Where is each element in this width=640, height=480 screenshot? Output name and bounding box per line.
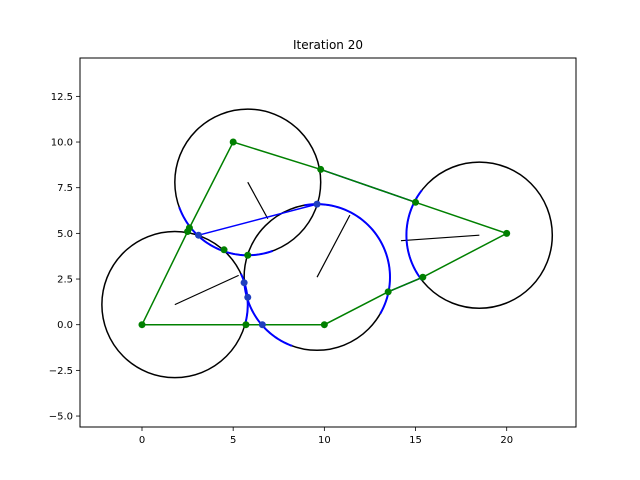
- y-tick-label-2: 0.0: [57, 320, 73, 331]
- arc-3: [243, 283, 293, 347]
- direction-segment-3: [400, 234, 480, 242]
- y-tick-label-4: 5.0: [57, 229, 73, 240]
- point-green-2: [184, 228, 192, 236]
- y-tick-label-0: −5.0: [49, 412, 73, 423]
- point-green-12: [503, 229, 511, 237]
- plot-area: [101, 108, 554, 379]
- x-tick-label-1: 5: [230, 435, 236, 446]
- x-tick-label-0: 0: [139, 435, 145, 446]
- point-green-6: [242, 321, 250, 329]
- point-green-8: [320, 321, 328, 329]
- point-green-5: [244, 251, 252, 259]
- point-green-0: [138, 321, 146, 329]
- point-green-10: [412, 198, 420, 206]
- point-blue-0: [195, 231, 203, 239]
- point-green-3: [220, 246, 228, 254]
- y-tick-label-6: 10.0: [51, 138, 73, 149]
- x-axis: 0 5 10 15 20: [139, 427, 513, 446]
- point-green-11: [419, 273, 427, 281]
- arc-2: [304, 203, 392, 315]
- point-blue-1: [240, 279, 248, 287]
- point-green-4: [229, 138, 237, 146]
- blue-segment-0: [198, 203, 318, 236]
- x-tick-label-4: 20: [500, 435, 513, 446]
- arc-1: [178, 206, 274, 257]
- direction-segment-1: [247, 181, 269, 220]
- y-tick-label-3: 2.5: [57, 275, 73, 286]
- point-blue-2: [244, 293, 252, 301]
- y-tick-label-7: 12.5: [51, 92, 73, 103]
- y-tick-label-5: 7.5: [57, 183, 73, 194]
- point-blue-3: [313, 200, 321, 208]
- point-blue-4: [258, 321, 266, 329]
- direction-segment-2: [316, 214, 351, 278]
- point-green-9: [384, 288, 392, 296]
- x-tick-label-3: 15: [409, 435, 422, 446]
- y-tick-label-1: −2.5: [49, 366, 73, 377]
- plot-content: [101, 108, 554, 379]
- path-polygon: [141, 141, 509, 326]
- plot-frame: [79, 57, 577, 428]
- point-green-7: [317, 165, 325, 173]
- chart-title: Iteration 20: [293, 38, 363, 52]
- x-tick-label-2: 10: [318, 435, 331, 446]
- direction-segment-0: [174, 274, 239, 306]
- y-axis: −5.0 −2.5 0.0 2.5 5.0 7.5 10.0 12.5: [49, 92, 80, 423]
